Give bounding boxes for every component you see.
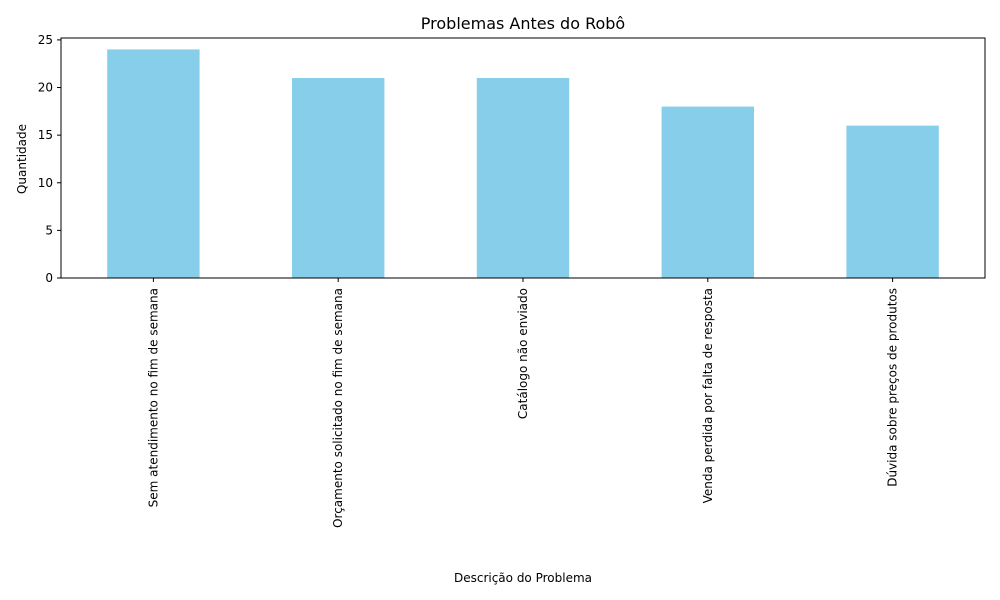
bar-0 — [107, 49, 200, 278]
y-tick-label-1: 5 — [45, 223, 53, 237]
bar-3 — [661, 106, 754, 278]
y-tick-label-0: 0 — [45, 271, 53, 285]
y-tick-label-5: 25 — [38, 33, 53, 47]
x-tick-label-4: Dúvida sobre preços de produtos — [886, 288, 900, 487]
x-tick-label-0: Sem atendimento no fim de semana — [146, 288, 160, 507]
chart-title: Problemas Antes do Robô — [421, 14, 625, 33]
y-tick-label-4: 20 — [38, 81, 53, 95]
bar-2 — [476, 78, 570, 278]
bars-layer — [107, 49, 939, 278]
plot-frame — [60, 37, 986, 279]
x-tick-label-3: Venda perdida por falta de resposta — [701, 288, 715, 503]
bar-1 — [292, 78, 385, 278]
bar-4 — [846, 125, 939, 278]
y-tick-label-2: 10 — [38, 176, 53, 190]
y-tick-label-3: 15 — [38, 128, 53, 142]
x-axis-ticks: Sem atendimento no fim de semana Orçament… — [146, 278, 900, 528]
x-tick-label-2: Catálogo não enviado — [516, 288, 530, 419]
x-tick-label-1: Orçamento solicitado no fim de semana — [331, 288, 345, 528]
y-axis-ticks: 0 5 10 15 20 25 — [38, 33, 61, 285]
y-axis-label: Quantidade — [15, 124, 29, 194]
x-axis-label: Descrição do Problema — [454, 571, 592, 585]
